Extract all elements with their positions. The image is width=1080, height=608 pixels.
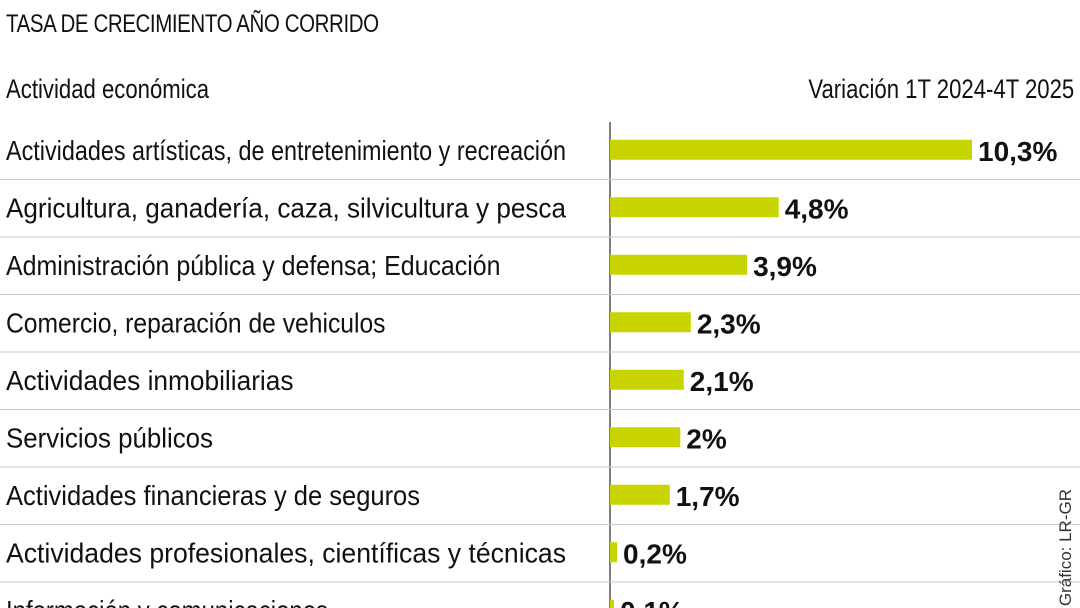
bar <box>610 139 972 160</box>
category-label: Actividades inmobiliarias <box>6 365 294 396</box>
value-label: 0,2% <box>623 538 687 569</box>
credit-text: Gráfico: LR-GR <box>1056 488 1075 606</box>
category-label: Actividades financieras y de seguros <box>6 480 420 511</box>
category-label: Servicios públicos <box>6 422 213 453</box>
bar <box>610 369 684 390</box>
value-label: 2% <box>686 423 727 454</box>
chart-title: TASA DE CRECIMIENTO AÑO CORRIDO <box>6 10 379 38</box>
bar <box>610 484 670 505</box>
category-label: Actividades profesionales, científicas y… <box>6 537 566 568</box>
bar <box>610 599 614 608</box>
value-label: 0,1% <box>620 596 684 608</box>
bar <box>610 254 748 275</box>
bar <box>610 197 779 218</box>
value-header: Variación 1T 2024-4T 2025 <box>808 74 1074 104</box>
value-label: 2,1% <box>690 366 754 397</box>
value-label: 1,7% <box>676 481 740 512</box>
value-label: 2,3% <box>697 308 761 339</box>
category-label: Información y comunicaciones <box>6 595 328 608</box>
value-label: 10,3% <box>978 136 1057 167</box>
category-header: Actividad económica <box>6 74 210 104</box>
category-label: Administración pública y defensa; Educac… <box>6 250 501 281</box>
bar <box>610 427 681 448</box>
category-label: Actividades artísticas, de entretenimien… <box>6 135 566 166</box>
value-label: 4,8% <box>785 193 849 224</box>
value-label: 3,9% <box>753 251 817 282</box>
category-label: Comercio, reparación de vehiculos <box>6 307 386 338</box>
bar <box>610 542 618 563</box>
bar <box>610 312 691 333</box>
category-label: Agricultura, ganadería, caza, silvicultu… <box>6 192 566 223</box>
